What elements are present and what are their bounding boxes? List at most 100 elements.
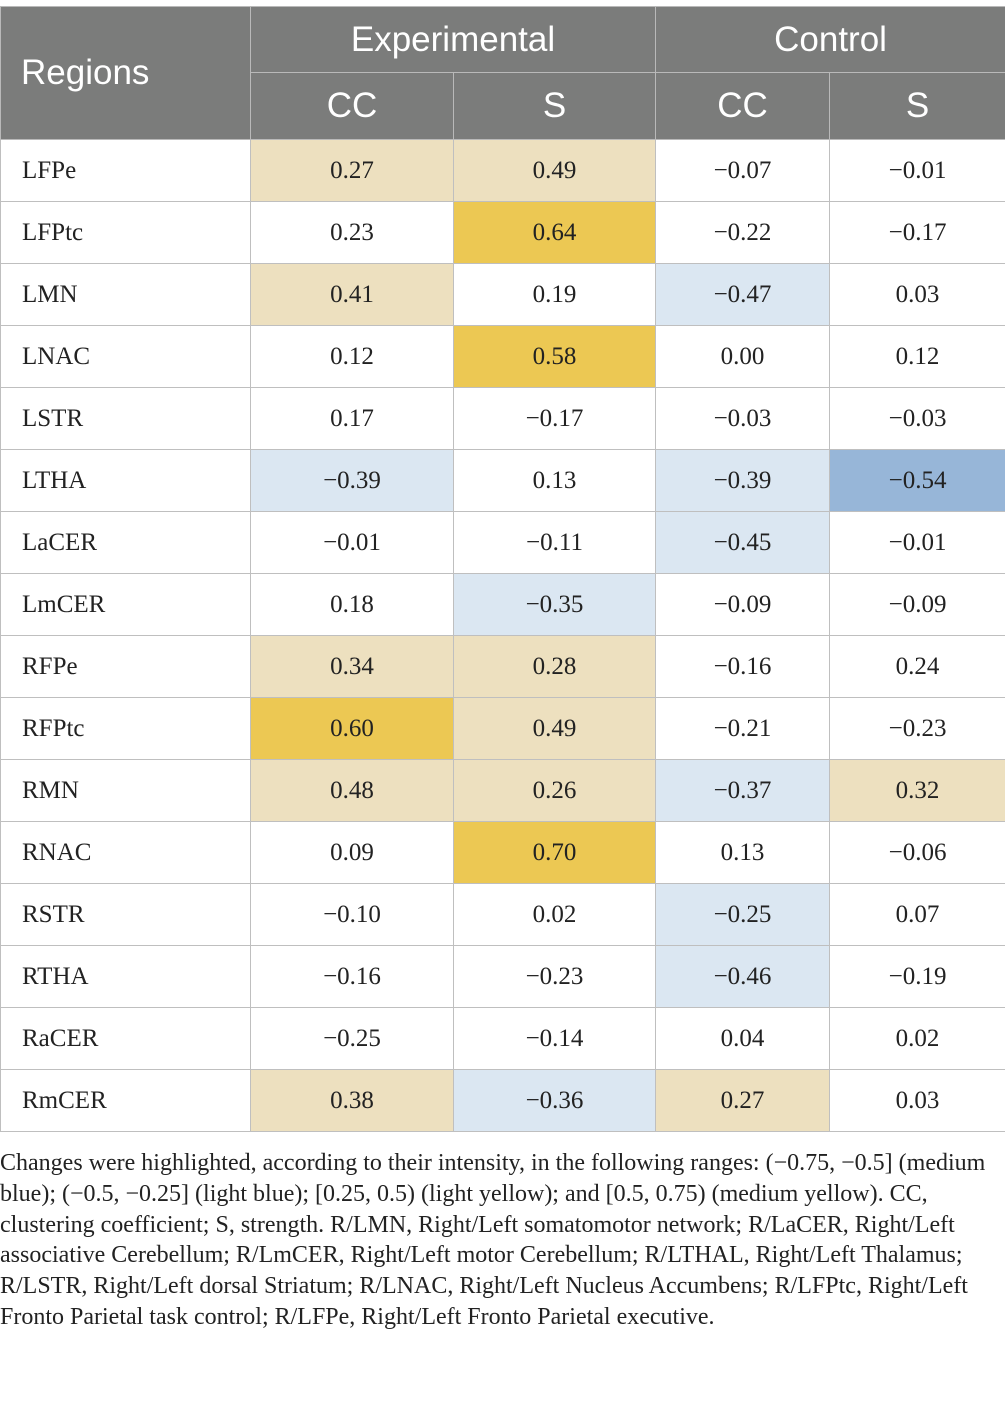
- value-cell: 0.41: [250, 263, 454, 326]
- table-row: LNAC 0.12 0.58 0.00 0.12: [0, 325, 1005, 388]
- value-cell: −0.25: [250, 1007, 454, 1070]
- table-row: RMN 0.48 0.26 −0.37 0.32: [0, 759, 1005, 822]
- region-cell: RFPtc: [0, 697, 251, 760]
- table-header: Regions Experimental Control CC S CC S: [0, 6, 1005, 140]
- table-row: LaCER −0.01 −0.11 −0.45 −0.01: [0, 511, 1005, 574]
- value-cell: −0.03: [829, 387, 1005, 450]
- value-cell: −0.01: [829, 511, 1005, 574]
- value-cell: 0.38: [250, 1069, 454, 1132]
- value-cell: 0.24: [829, 635, 1005, 698]
- table-row: RaCER −0.25 −0.14 0.04 0.02: [0, 1007, 1005, 1070]
- region-cell: LaCER: [0, 511, 251, 574]
- region-cell: LFPe: [0, 139, 251, 202]
- value-cell: −0.06: [829, 821, 1005, 884]
- value-cell: −0.23: [829, 697, 1005, 760]
- value-cell: −0.35: [452, 573, 657, 636]
- value-cell: 0.13: [655, 821, 831, 884]
- region-cell: LTHA: [0, 449, 251, 512]
- value-cell: −0.03: [655, 387, 831, 450]
- value-cell: −0.39: [250, 449, 454, 512]
- region-cell: LNAC: [0, 325, 251, 388]
- value-cell: −0.22: [655, 201, 831, 264]
- header-control-cc: CC: [655, 72, 831, 140]
- table-row: LFPe 0.27 0.49 −0.07 −0.01: [0, 139, 1005, 202]
- header-control-s: S: [829, 72, 1005, 140]
- region-cell: RNAC: [0, 821, 251, 884]
- value-cell: −0.23: [452, 945, 657, 1008]
- region-cell: RTHA: [0, 945, 251, 1008]
- value-cell: 0.00: [655, 325, 831, 388]
- header-experimental-cc: CC: [250, 72, 454, 140]
- value-cell: −0.17: [452, 387, 657, 450]
- value-cell: −0.01: [250, 511, 454, 574]
- table-row: LMN 0.41 0.19 −0.47 0.03: [0, 263, 1005, 326]
- region-cell: RMN: [0, 759, 251, 822]
- table-row: RTHA −0.16 −0.23 −0.46 −0.19: [0, 945, 1005, 1008]
- table-row: LSTR 0.17 −0.17 −0.03 −0.03: [0, 387, 1005, 450]
- value-cell: 0.09: [250, 821, 454, 884]
- value-cell: −0.14: [452, 1007, 657, 1070]
- value-cell: −0.11: [452, 511, 657, 574]
- value-cell: 0.28: [452, 635, 657, 698]
- region-cell: RSTR: [0, 883, 251, 946]
- value-cell: 0.23: [250, 201, 454, 264]
- value-cell: 0.60: [250, 697, 454, 760]
- value-cell: 0.32: [829, 759, 1005, 822]
- value-cell: 0.13: [452, 449, 657, 512]
- value-cell: −0.39: [655, 449, 831, 512]
- value-cell: −0.36: [452, 1069, 657, 1132]
- region-cell: LFPtc: [0, 201, 251, 264]
- table-row: RNAC 0.09 0.70 0.13 −0.06: [0, 821, 1005, 884]
- value-cell: −0.17: [829, 201, 1005, 264]
- value-cell: 0.27: [655, 1069, 831, 1132]
- value-cell: 0.03: [829, 263, 1005, 326]
- region-cell: LMN: [0, 263, 251, 326]
- table-footnote: Changes were highlighted, according to t…: [0, 1150, 986, 1330]
- region-cell: LSTR: [0, 387, 251, 450]
- value-cell: −0.47: [655, 263, 831, 326]
- value-cell: 0.07: [829, 883, 1005, 946]
- value-cell: 0.03: [829, 1069, 1005, 1132]
- value-cell: −0.37: [655, 759, 831, 822]
- value-cell: −0.46: [655, 945, 831, 1008]
- value-cell: 0.17: [250, 387, 454, 450]
- value-cell: 0.02: [829, 1007, 1005, 1070]
- value-cell: −0.07: [655, 139, 831, 202]
- value-cell: −0.09: [829, 573, 1005, 636]
- table-row: RFPe 0.34 0.28 −0.16 0.24: [0, 635, 1005, 698]
- value-cell: 0.04: [655, 1007, 831, 1070]
- value-cell: 0.18: [250, 573, 454, 636]
- table-body: LFPe 0.27 0.49 −0.07 −0.01 LFPtc 0.23 0.…: [0, 139, 1005, 1132]
- value-cell: −0.16: [250, 945, 454, 1008]
- value-cell: 0.27: [250, 139, 454, 202]
- value-cell: 0.26: [452, 759, 657, 822]
- region-cell: RaCER: [0, 1007, 251, 1070]
- value-cell: −0.09: [655, 573, 831, 636]
- value-cell: −0.10: [250, 883, 454, 946]
- value-cell: −0.16: [655, 635, 831, 698]
- value-cell: −0.25: [655, 883, 831, 946]
- table-row: LmCER 0.18 −0.35 −0.09 −0.09: [0, 573, 1005, 636]
- region-cell: RFPe: [0, 635, 251, 698]
- value-cell: −0.45: [655, 511, 831, 574]
- value-cell: 0.49: [452, 697, 657, 760]
- header-experimental-s: S: [452, 72, 657, 140]
- value-cell: 0.12: [250, 325, 454, 388]
- value-cell: 0.12: [829, 325, 1005, 388]
- table-row: RFPtc 0.60 0.49 −0.21 −0.23: [0, 697, 1005, 760]
- region-cell: LmCER: [0, 573, 251, 636]
- value-cell: 0.58: [452, 325, 657, 388]
- region-cell: RmCER: [0, 1069, 251, 1132]
- value-cell: 0.02: [452, 883, 657, 946]
- table-row: RSTR −0.10 0.02 −0.25 0.07: [0, 883, 1005, 946]
- value-cell: 0.19: [452, 263, 657, 326]
- results-table: Regions Experimental Control CC S CC S L…: [0, 6, 1005, 1132]
- value-cell: 0.34: [250, 635, 454, 698]
- value-cell: −0.21: [655, 697, 831, 760]
- header-regions: Regions: [0, 6, 251, 140]
- header-experimental: Experimental: [249, 6, 657, 73]
- header-control: Control: [655, 6, 1005, 73]
- value-cell: −0.54: [829, 449, 1005, 512]
- table-row: LFPtc 0.23 0.64 −0.22 −0.17: [0, 201, 1005, 264]
- value-cell: 0.48: [250, 759, 454, 822]
